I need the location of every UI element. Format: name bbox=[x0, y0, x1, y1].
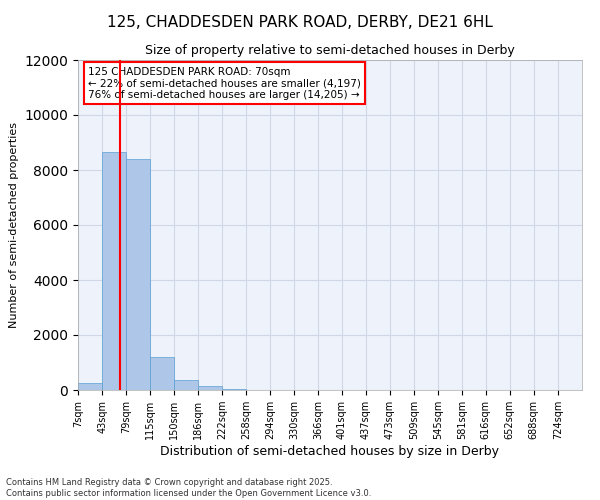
Title: Size of property relative to semi-detached houses in Derby: Size of property relative to semi-detach… bbox=[145, 44, 515, 58]
Bar bbox=[102, 152, 126, 390]
Bar bbox=[222, 388, 246, 390]
Y-axis label: Number of semi-detached properties: Number of semi-detached properties bbox=[9, 122, 19, 328]
Bar bbox=[174, 380, 198, 390]
Bar bbox=[78, 383, 102, 390]
Bar bbox=[198, 386, 222, 390]
Text: 125, CHADDESDEN PARK ROAD, DERBY, DE21 6HL: 125, CHADDESDEN PARK ROAD, DERBY, DE21 6… bbox=[107, 15, 493, 30]
Text: Contains HM Land Registry data © Crown copyright and database right 2025.
Contai: Contains HM Land Registry data © Crown c… bbox=[6, 478, 371, 498]
Bar bbox=[126, 159, 150, 390]
X-axis label: Distribution of semi-detached houses by size in Derby: Distribution of semi-detached houses by … bbox=[161, 445, 499, 458]
Bar bbox=[150, 357, 175, 390]
Text: 125 CHADDESDEN PARK ROAD: 70sqm
← 22% of semi-detached houses are smaller (4,197: 125 CHADDESDEN PARK ROAD: 70sqm ← 22% of… bbox=[88, 66, 361, 100]
